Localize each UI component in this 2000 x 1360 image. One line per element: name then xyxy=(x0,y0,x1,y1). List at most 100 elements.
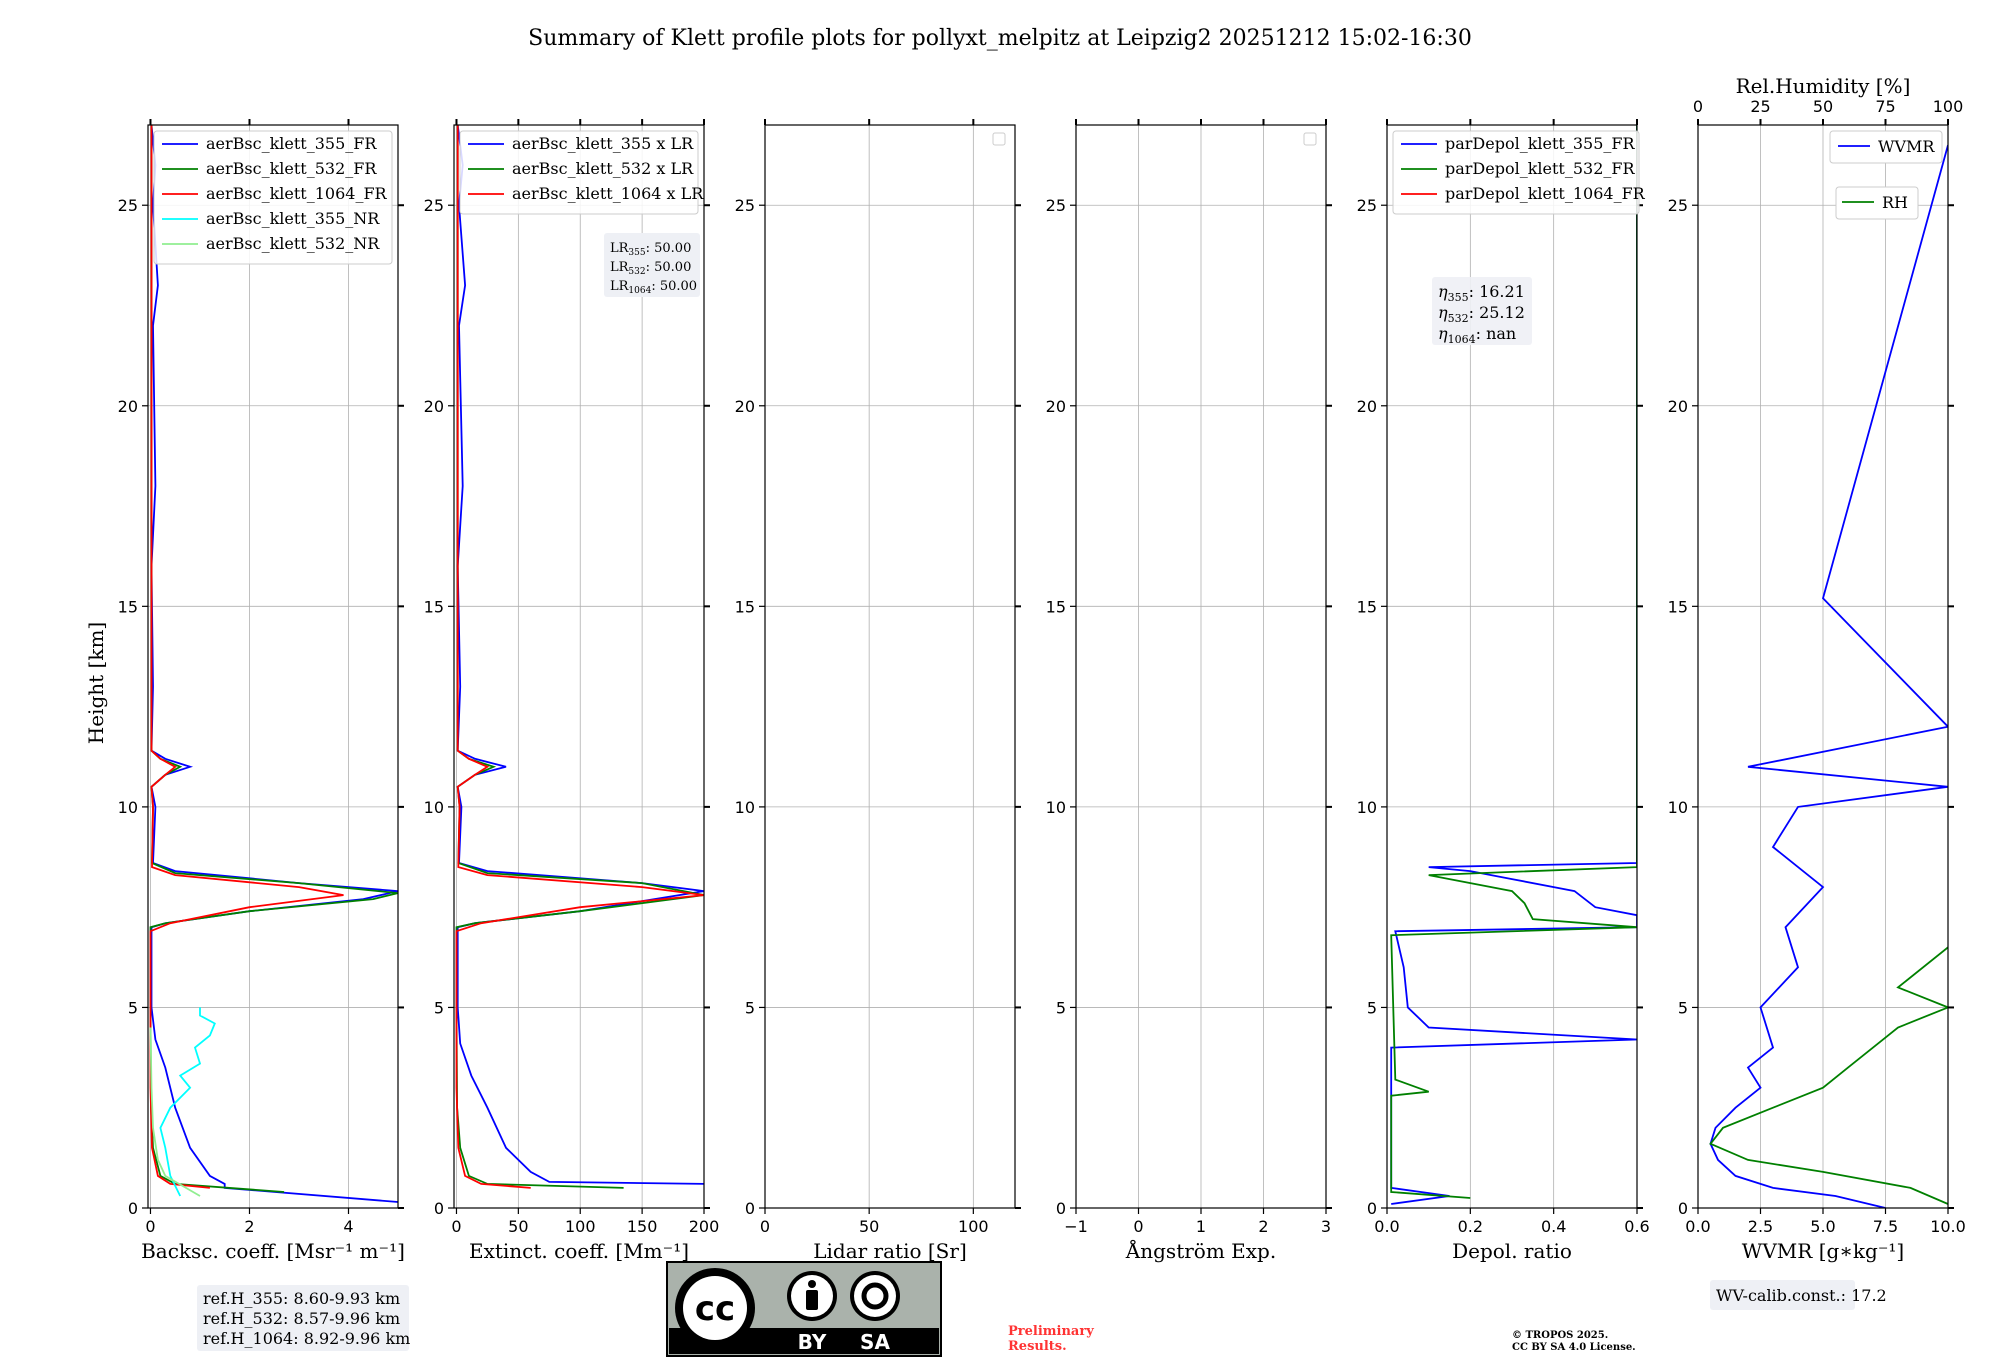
axes-frame xyxy=(453,124,705,1209)
y-tick-label: 0 xyxy=(1056,1199,1066,1218)
y-tick-label: 25 xyxy=(1668,196,1688,215)
top-tick-label: 100 xyxy=(1933,97,1964,116)
y-tick-label: 25 xyxy=(118,196,138,215)
x-tick-label: 100 xyxy=(958,1217,989,1236)
legend-label: aerBsc_klett_1064_FR xyxy=(206,184,388,203)
x-tick-label: 0 xyxy=(760,1217,770,1236)
y-tick-label: 5 xyxy=(434,998,444,1017)
legend-label: RH xyxy=(1882,193,1908,212)
sa-label: SA xyxy=(860,1330,890,1354)
x-tick-label: 0.0 xyxy=(1685,1217,1710,1236)
y-axis-label: Height [km] xyxy=(84,622,108,744)
legend-box xyxy=(1835,186,1919,220)
legend-box xyxy=(459,130,699,215)
x-tick-label: 0 xyxy=(145,1217,155,1236)
y-tick-label: 25 xyxy=(424,196,444,215)
legend-label: aerBsc_klett_355_FR xyxy=(206,134,377,153)
eta-annotation-text: η1064: nan xyxy=(1438,324,1516,346)
lr-annotation-text: LR355: 50.00 xyxy=(610,241,691,258)
y-tick-label: 15 xyxy=(118,597,138,616)
empty-legend-box xyxy=(992,132,1006,146)
y-tick-label: 10 xyxy=(735,798,755,817)
x-tick-label: 0 xyxy=(1133,1217,1143,1236)
series-line-aerBsc_klett_532 x LR xyxy=(455,125,704,1189)
legend-label: aerBsc_klett_355_NR xyxy=(206,209,380,228)
y-tick-label: 10 xyxy=(424,798,444,817)
cc-circle-inner xyxy=(683,1276,747,1340)
sa-icon-inner xyxy=(854,1275,896,1317)
preliminary-text: Results. xyxy=(1008,1339,1067,1354)
eta-annotation-text: η532: 25.12 xyxy=(1438,303,1525,325)
x-tick-label: 2 xyxy=(1258,1217,1268,1236)
y-tick-label: 15 xyxy=(735,597,755,616)
y-tick-label: 20 xyxy=(118,397,138,416)
legend-label: aerBsc_klett_532 x LR xyxy=(512,159,694,178)
wv-calib-text: WV-calib.const.: 17.2 xyxy=(1716,1286,1887,1305)
panel-ext: 0 50 100 150 200 0 5 10 15 20 25 Extinct. coeff. [M… xyxy=(424,119,719,1263)
x-tick-label: 150 xyxy=(627,1217,658,1236)
series-line-RH xyxy=(1709,946,1948,1205)
series-group xyxy=(455,125,704,1189)
top-tick-label: 50 xyxy=(1813,97,1833,116)
cc-text: cc xyxy=(695,1289,735,1329)
legend-label: parDepol_klett_1064_FR xyxy=(1445,184,1646,203)
y-tick-label: 5 xyxy=(1056,998,1066,1017)
lr-annotation-text: LR532: 50.00 xyxy=(610,260,691,277)
y-tick-label: 20 xyxy=(1046,397,1066,416)
x-tick-label: 50 xyxy=(859,1217,879,1236)
copyright-text: CC BY SA 4.0 License. xyxy=(1512,1342,1636,1353)
by-label: BY xyxy=(798,1330,827,1354)
lr-annotation-box xyxy=(604,233,700,297)
y-tick-label: 5 xyxy=(745,998,755,1017)
y-tick-label: 15 xyxy=(424,597,444,616)
y-tick-label: 5 xyxy=(1367,998,1377,1017)
x-tick-label: 0 xyxy=(451,1217,461,1236)
y-tick-label: 25 xyxy=(1357,196,1377,215)
series-group xyxy=(1709,144,1948,1208)
sa-icon-arc xyxy=(861,1282,889,1310)
x-tick-label: 2.5 xyxy=(1748,1217,1773,1236)
series-line-aerBsc_klett_532_FR xyxy=(149,125,398,1193)
series-group xyxy=(1390,125,1637,1205)
legend-label: WVMR xyxy=(1878,137,1935,156)
y-tick-label: 0 xyxy=(1367,1199,1377,1218)
x-tick-label: 10.0 xyxy=(1930,1217,1966,1236)
x-tick-label: 0.6 xyxy=(1624,1217,1649,1236)
y-tick-label: 20 xyxy=(735,397,755,416)
x-axis-label: Extinct. coeff. [Mm⁻¹] xyxy=(469,1239,689,1263)
by-icon-head xyxy=(808,1280,816,1288)
eta-annotation-text: η355: 16.21 xyxy=(1438,282,1525,304)
refh-annotation-text: ref.H_355: 8.60-9.93 km xyxy=(203,1289,400,1308)
y-tick-label: 20 xyxy=(1668,397,1688,416)
top-tick-label: 75 xyxy=(1875,97,1895,116)
y-tick-label: 10 xyxy=(1046,798,1066,817)
x-tick-label: 100 xyxy=(565,1217,596,1236)
by-icon-body xyxy=(806,1290,818,1310)
lr-annotation-text: LR1064: 50.00 xyxy=(610,279,697,296)
legend-box xyxy=(1829,130,1943,164)
panel-depol: 0.0 0.2 0.4 0.6 0 5 10 15 20 25 Depol. ratio parDep… xyxy=(1357,119,1650,1263)
x-axis-label: Ångström Exp. xyxy=(1125,1238,1276,1263)
series-line-aerBsc_klett_1064 x LR xyxy=(455,125,704,1189)
x-tick-label: 0.0 xyxy=(1374,1217,1399,1236)
series-line-aerBsc_klett_355_FR xyxy=(150,125,398,1203)
legend-label: aerBsc_klett_1064 x LR xyxy=(512,184,704,203)
series-line-parDepol_klett_532_FR xyxy=(1390,125,1637,1199)
x-tick-label: 2 xyxy=(244,1217,254,1236)
x-axis-label: Lidar ratio [Sr] xyxy=(813,1239,967,1263)
y-tick-label: 20 xyxy=(424,397,444,416)
top-tick-label: 0 xyxy=(1693,97,1703,116)
y-tick-label: 0 xyxy=(434,1199,444,1218)
x-axis-label: Backsc. coeff. [Msr⁻¹ m⁻¹] xyxy=(141,1239,405,1263)
eta-annotation-box xyxy=(1432,277,1532,345)
legend-label: aerBsc_klett_532_FR xyxy=(206,159,377,178)
top-tick-label: 25 xyxy=(1750,97,1770,116)
y-tick-label: 10 xyxy=(1668,798,1688,817)
x-tick-label: 0.4 xyxy=(1541,1217,1566,1236)
legend-label: aerBsc_klett_532_NR xyxy=(206,234,380,253)
series-line-aerBsc_klett_355_NR xyxy=(159,1007,216,1197)
series-group xyxy=(149,125,398,1203)
